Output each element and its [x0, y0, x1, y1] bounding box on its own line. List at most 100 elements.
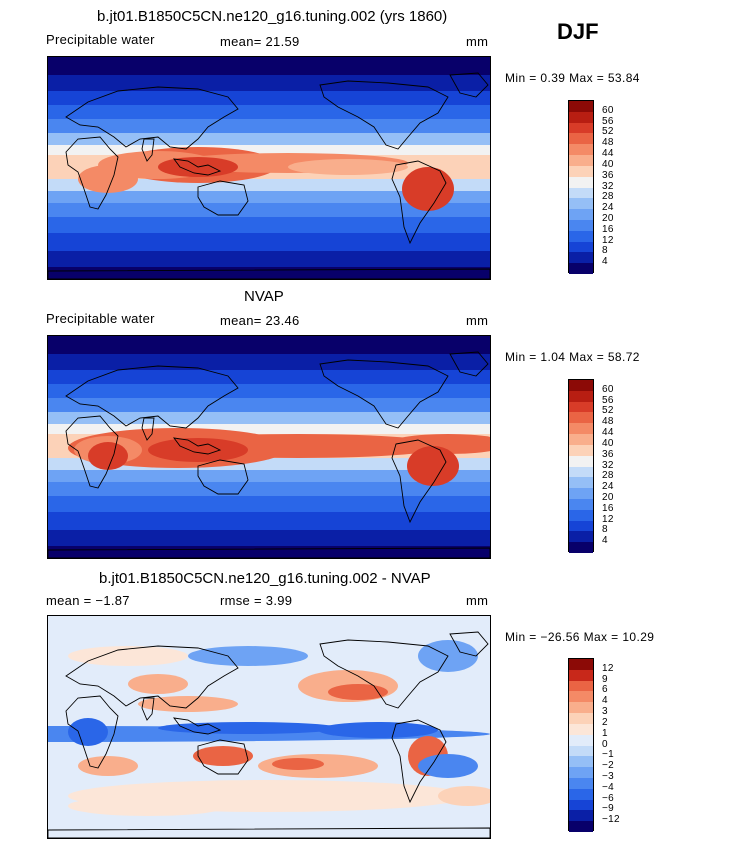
field-band: [48, 251, 490, 267]
coastline: [197, 739, 249, 775]
coastline: [65, 365, 239, 429]
colorbar-swatch: [569, 713, 593, 724]
colorbar-label: 0: [602, 738, 608, 750]
colorbar-swatch: [569, 745, 593, 757]
colorbar-label: 44: [602, 427, 614, 439]
field-band: [48, 267, 490, 279]
coastline: [319, 80, 449, 150]
colorbar-swatch: [569, 423, 593, 435]
coastline: [197, 180, 249, 216]
field-blob: [78, 756, 138, 776]
panel2-map: [47, 335, 491, 559]
panel3-units-label: mm: [466, 593, 489, 608]
colorbar-swatch: [569, 219, 593, 231]
coastline: [65, 695, 119, 769]
field-band: [48, 354, 490, 370]
panel2-colorbar: [568, 379, 594, 553]
colorbar-label: 12: [602, 234, 614, 246]
panel3-colorbar: [568, 658, 594, 832]
colorbar-label: 8: [602, 524, 608, 536]
coastline: [65, 415, 119, 489]
colorbar-label: −3: [602, 770, 615, 782]
coastline: [319, 359, 449, 429]
coastline: [197, 459, 249, 495]
colorbar-label: 52: [602, 126, 614, 138]
panel2-map-svg: [48, 336, 490, 558]
panel1-mean-label: mean= 21.59: [220, 34, 300, 49]
field-blob: [418, 754, 478, 778]
colorbar-swatch: [569, 122, 593, 134]
field-blob: [388, 434, 490, 454]
panel2-minmax: Min = 1.04 Max = 58.72: [505, 350, 640, 364]
coastline: [48, 827, 490, 838]
coastline: [141, 138, 155, 162]
colorbar-swatch: [569, 412, 593, 424]
colorbar-label: −1: [602, 749, 615, 761]
coastline: [65, 645, 239, 709]
colorbar-swatch: [569, 680, 593, 692]
colorbar-label: 12: [602, 513, 614, 525]
coastline: [65, 86, 239, 150]
coastline: [141, 697, 155, 721]
colorbar-swatch: [569, 659, 593, 670]
colorbar-swatch: [569, 691, 593, 703]
panel1-map: [47, 56, 491, 280]
colorbar-swatch: [569, 176, 593, 188]
panel2-mean-label: mean= 23.46: [220, 313, 300, 328]
field-band: [48, 217, 490, 233]
colorbar-swatch: [569, 810, 593, 822]
colorbar-swatch: [569, 542, 593, 553]
colorbar-label: 40: [602, 437, 614, 449]
colorbar-swatch: [569, 777, 593, 789]
colorbar-label: 52: [602, 405, 614, 417]
colorbar-swatch: [569, 144, 593, 156]
colorbar-label: 24: [602, 481, 614, 493]
field-blob: [78, 165, 138, 193]
colorbar-label: 1: [602, 727, 608, 739]
coastline: [141, 417, 155, 441]
field-band: [48, 546, 490, 558]
colorbar-swatch: [569, 488, 593, 499]
colorbar-label: 4: [602, 535, 608, 547]
colorbar-label: −6: [602, 792, 615, 804]
field-band: [48, 424, 490, 434]
colorbar-swatch: [569, 520, 593, 532]
colorbar-swatch: [569, 230, 593, 242]
field-blob: [148, 438, 248, 462]
panel1-title: b.jt01.B1850C5CN.ne120_g16.tuning.002 (y…: [97, 8, 448, 25]
colorbar-label: −4: [602, 781, 615, 793]
colorbar-swatch: [569, 444, 593, 456]
coastline: [391, 719, 447, 804]
coastline: [172, 158, 222, 176]
colorbar-swatch: [569, 241, 593, 253]
field-band: [48, 530, 490, 546]
coastline: [449, 72, 489, 98]
colorbar-label: 4: [602, 256, 608, 268]
colorbar-label: 12: [602, 662, 614, 674]
colorbar-swatch: [569, 133, 593, 145]
field-band: [48, 336, 490, 354]
colorbar-swatch: [569, 702, 593, 714]
colorbar-label: 44: [602, 148, 614, 160]
coastline: [48, 268, 490, 279]
colorbar-label: 6: [602, 684, 608, 696]
colorbar-swatch: [569, 401, 593, 413]
field-blob: [88, 442, 128, 470]
coastline: [172, 437, 222, 455]
colorbar-swatch: [569, 821, 593, 832]
field-blob: [318, 722, 438, 738]
colorbar-label: 9: [602, 673, 608, 685]
coastline: [391, 160, 447, 245]
field-band: [48, 370, 490, 384]
field-blob: [407, 446, 459, 486]
colorbar-label: 40: [602, 158, 614, 170]
field-band: [48, 191, 490, 203]
colorbar-label: −12: [602, 814, 620, 826]
colorbar-label: 60: [602, 383, 614, 395]
panel1-minmax: Min = 0.39 Max = 53.84: [505, 71, 640, 85]
colorbar-label: 8: [602, 245, 608, 257]
field-band: [48, 57, 490, 75]
field-band: [48, 398, 490, 412]
colorbar-swatch: [569, 669, 593, 681]
panel3-map-svg: [48, 616, 490, 838]
